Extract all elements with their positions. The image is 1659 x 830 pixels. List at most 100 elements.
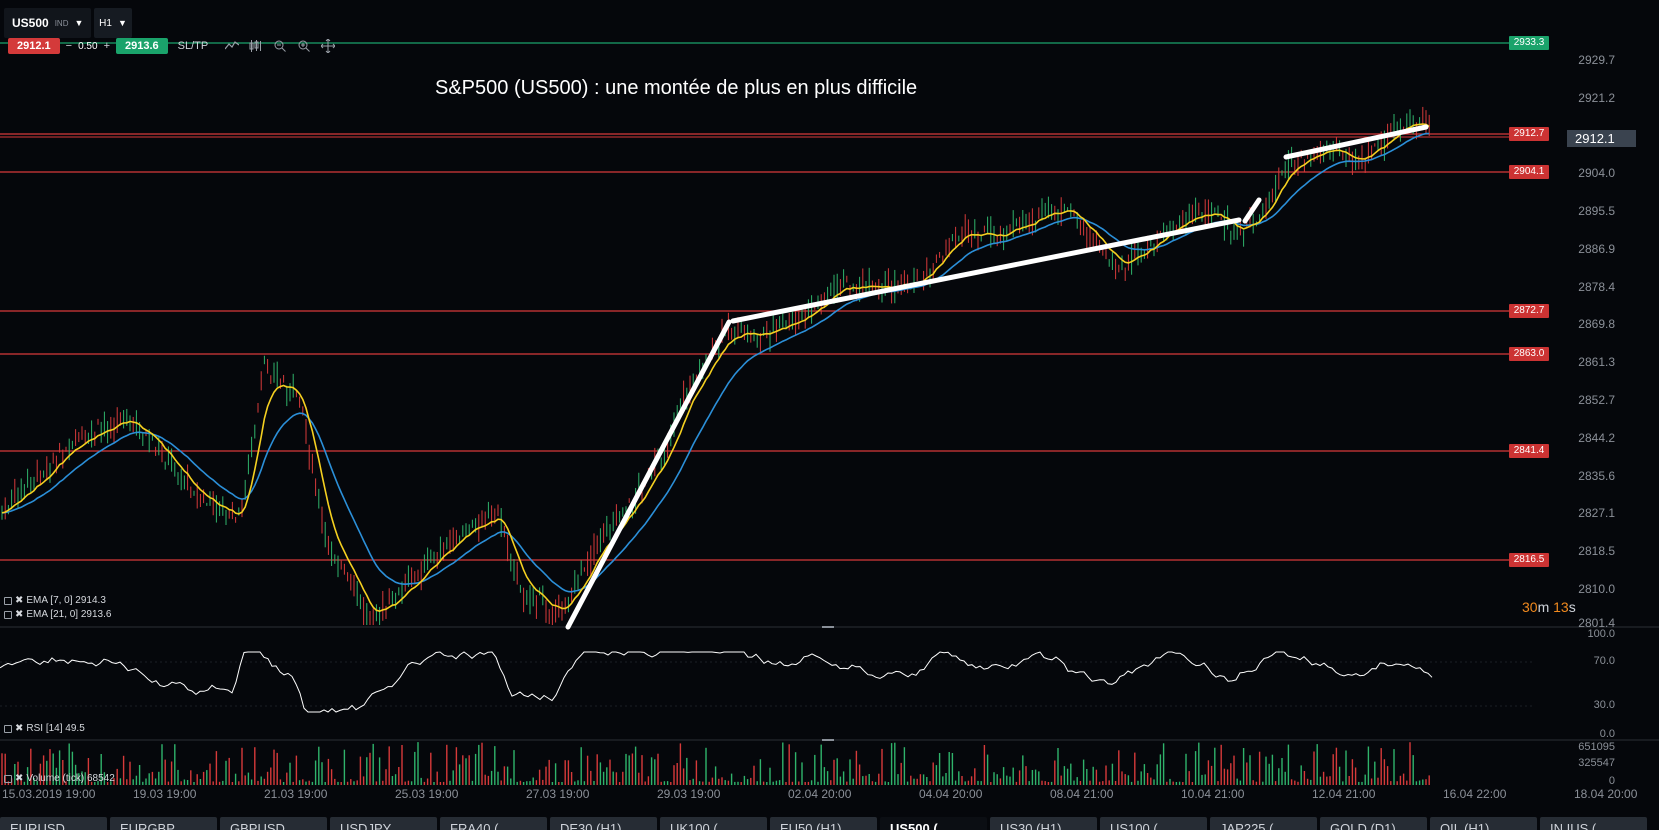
price-axis-label: 2929.7 — [1578, 53, 1615, 67]
instrument-tab[interactable]: US100 ( — [1100, 817, 1207, 830]
timeframe-label: H1 — [99, 17, 112, 29]
time-axis-label: 10.04 21:00 — [1181, 787, 1245, 801]
rsi-axis-label: 30.0 — [1593, 699, 1615, 711]
level-price-tag[interactable]: 2904.1 — [1509, 165, 1549, 179]
time-axis-label: 16.04 22:00 — [1443, 787, 1507, 801]
price-axis-label: 2844.2 — [1578, 431, 1615, 445]
candlesticks — [1, 106, 1430, 625]
instrument-tab[interactable]: EURGBP — [110, 817, 217, 830]
time-axis-label: 04.04 20:00 — [919, 787, 983, 801]
trendline-3 — [1242, 197, 1262, 224]
rsi-legend[interactable]: ✖ RSI [14] 49.5 — [4, 723, 85, 734]
indicator-settings-icon[interactable] — [4, 724, 12, 733]
countdown-seconds: 13 — [1553, 599, 1569, 615]
indicator-settings-icon[interactable] — [4, 596, 12, 605]
price-axis-label: 2904.0 — [1578, 166, 1615, 180]
price-axis-label: 2886.9 — [1578, 242, 1615, 256]
level-price-tag[interactable]: 2933.3 — [1509, 36, 1549, 50]
instrument-tab[interactable]: JAP225 ( — [1210, 817, 1317, 830]
horizontal-levels[interactable] — [0, 42, 1535, 561]
lot-size-input[interactable]: 0.50 — [78, 40, 98, 52]
instrument-tab[interactable]: US500 ( — [880, 817, 987, 830]
instrument-tab[interactable]: GOLD (D1) — [1320, 817, 1427, 830]
close-icon[interactable]: ✖ — [15, 773, 24, 784]
volume-axis-label: 325547 — [1578, 757, 1615, 769]
current-price-tag: 2912.1 — [1567, 130, 1636, 147]
rsi-axis-label: 70.0 — [1593, 655, 1615, 667]
volume-legend-label: Volume (tick) 68542 — [26, 773, 115, 784]
countdown-minutes-unit: m — [1537, 599, 1554, 615]
trendline-1 — [565, 319, 732, 630]
instrument-tab[interactable]: GBPUSD — [220, 817, 327, 830]
level-price-tag[interactable]: 2872.7 — [1509, 304, 1549, 318]
instrument-tabs: EURUSD EURGBP GBPUSD USDJPY FRA40 (DE30 (H1)… — [0, 817, 1659, 830]
trendline-4 — [1283, 124, 1429, 160]
time-axis-label: 02.04 20:00 — [788, 787, 852, 801]
indicator-settings-icon[interactable] — [4, 610, 12, 619]
symbol-selector[interactable]: US500 IND ▼ — [4, 8, 92, 38]
time-axis-label: 25.03 19:00 — [395, 787, 459, 801]
zoom-in-icon[interactable] — [294, 38, 314, 54]
ema-7-legend-label: EMA [7, 0] 2914.3 — [26, 595, 106, 606]
ema-7-line — [1, 123, 1430, 613]
price-axis-label: 2835.6 — [1578, 469, 1615, 483]
instrument-tab[interactable]: US30 (H1) — [990, 817, 1097, 830]
zoom-out-icon[interactable] — [270, 38, 290, 54]
ema-21-legend[interactable]: ✖ EMA [21, 0] 2913.6 — [4, 609, 111, 620]
rsi-line — [0, 651, 1433, 713]
price-axis-label: 2921.2 — [1578, 91, 1615, 105]
price-axis-label: 2818.5 — [1578, 544, 1615, 558]
price-axis-label: 2895.5 — [1578, 204, 1615, 218]
rsi-axis-label: 100.0 — [1587, 628, 1615, 640]
level-price-tag[interactable]: 2912.7 — [1509, 127, 1549, 141]
time-axis-label: 12.04 21:00 — [1312, 787, 1376, 801]
level-price-tag[interactable]: 2863.0 — [1509, 347, 1549, 361]
line-chart-icon[interactable] — [222, 38, 242, 54]
trendline-2 — [730, 217, 1242, 324]
ema-21-legend-label: EMA [21, 0] 2913.6 — [26, 609, 112, 620]
instrument-tab[interactable]: USDJPY — [330, 817, 437, 830]
buy-price-button[interactable]: 2913.6 — [116, 38, 168, 54]
instrument-tab[interactable]: OIL (H1) — [1430, 817, 1537, 830]
chevron-down-icon: ▼ — [74, 18, 84, 28]
price-axis-label: 2801.4 — [1578, 616, 1615, 630]
sell-price-button[interactable]: 2912.1 — [8, 38, 60, 54]
candles-settings-icon[interactable] — [246, 38, 266, 54]
time-axis-label: 21.03 19:00 — [264, 787, 328, 801]
countdown-minutes: 30 — [1522, 599, 1538, 615]
close-icon[interactable]: ✖ — [15, 595, 24, 606]
close-icon[interactable]: ✖ — [15, 609, 24, 620]
price-axis-label: 2827.1 — [1578, 506, 1615, 520]
price-axis-label: 2852.7 — [1578, 393, 1615, 407]
trendlines[interactable] — [565, 124, 1429, 630]
time-axis-label: 19.03 19:00 — [133, 787, 197, 801]
trade-bar: 2912.1 − 0.50 + 2913.6 SL/TP — [8, 36, 338, 56]
indicator-settings-icon[interactable] — [4, 774, 12, 783]
sltp-button[interactable]: SL/TP — [177, 40, 209, 52]
instrument-tab[interactable]: FRA40 ( — [440, 817, 547, 830]
close-icon[interactable]: ✖ — [15, 723, 24, 734]
countdown-seconds-unit: s — [1568, 599, 1576, 615]
symbol-name: US500 — [12, 16, 49, 30]
instrument-tab[interactable]: DE30 (H1) — [550, 817, 657, 830]
candle-countdown: 30m 13s — [1522, 599, 1576, 615]
instrument-tab[interactable]: UK100 ( — [660, 817, 767, 830]
level-price-tag[interactable]: 2841.4 — [1509, 444, 1549, 458]
volume-legend[interactable]: ✖ Volume (tick) 68542 — [4, 773, 115, 784]
chart-title: S&P500 (US500) : une montée de plus en p… — [435, 77, 918, 99]
timeframe-selector[interactable]: H1 ▼ — [94, 8, 132, 38]
volume-axis-label: 0 — [1608, 775, 1615, 787]
ema-7-legend[interactable]: ✖ EMA [7, 0] 2914.3 — [4, 595, 106, 606]
chevron-down-icon: ▼ — [117, 18, 127, 28]
lot-decrease-button[interactable]: − — [65, 40, 73, 52]
move-icon[interactable] — [318, 38, 338, 54]
instrument-tab[interactable]: IN.IUS ( — [1540, 817, 1647, 830]
instrument-tab[interactable]: EU50 (H1) — [770, 817, 877, 830]
time-axis-label: 08.04 21:00 — [1050, 787, 1114, 801]
instrument-tab[interactable]: EURUSD — [0, 817, 107, 830]
time-axis-label: 29.03 19:00 — [657, 787, 721, 801]
level-price-tag[interactable]: 2816.5 — [1509, 553, 1549, 567]
price-axis-label: 2861.3 — [1578, 355, 1615, 369]
lot-increase-button[interactable]: + — [103, 40, 110, 52]
